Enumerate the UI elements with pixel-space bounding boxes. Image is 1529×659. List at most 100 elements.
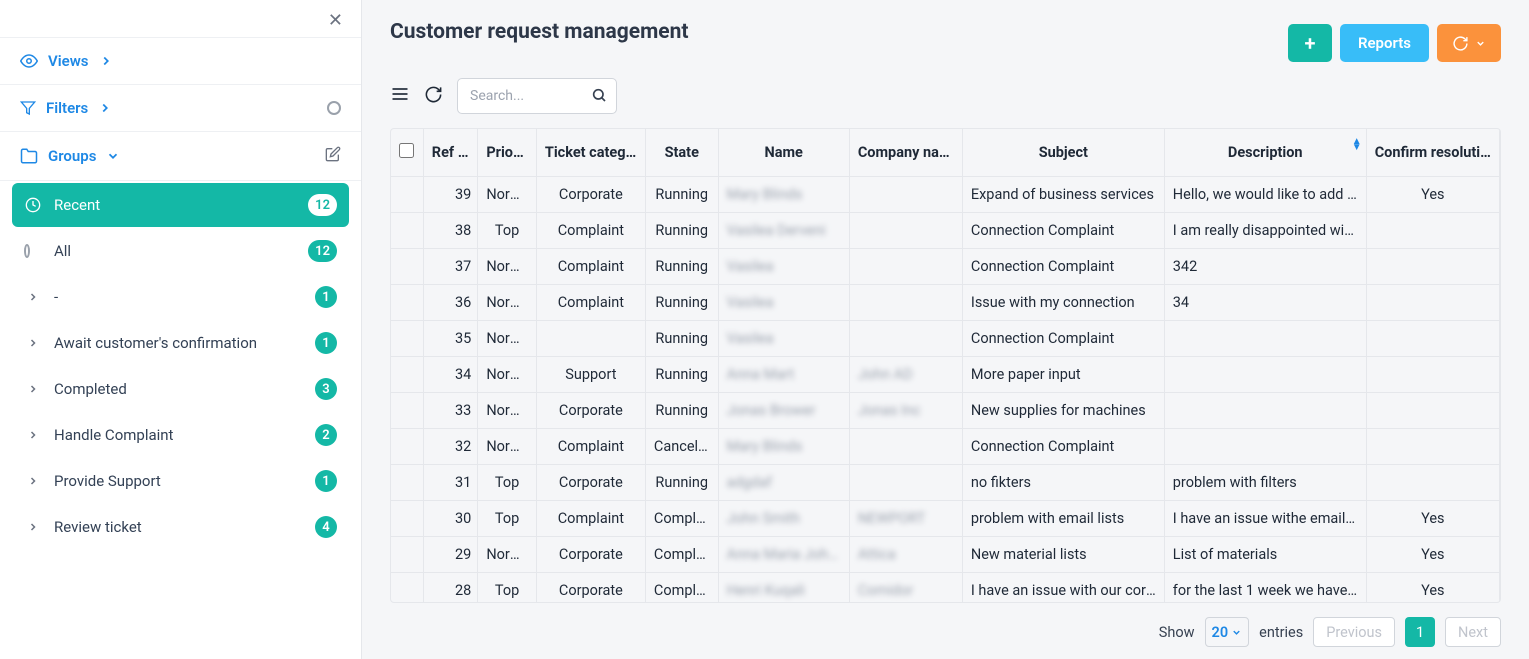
row-check[interactable] — [391, 501, 423, 537]
row-check[interactable] — [391, 321, 423, 357]
filter-icon — [20, 100, 36, 116]
sidebar-groups[interactable]: Groups — [0, 132, 361, 181]
next-button[interactable]: Next — [1445, 617, 1501, 647]
row-check[interactable] — [391, 357, 423, 393]
column-header[interactable]: Priority — [478, 129, 537, 177]
row-check[interactable] — [391, 429, 423, 465]
cell-category: Corporate — [536, 465, 645, 501]
table-row[interactable]: 39NormalCorporateRunningMary BlindsExpan… — [391, 177, 1500, 213]
cell-confirm: Yes — [1366, 501, 1499, 537]
row-check[interactable] — [391, 177, 423, 213]
sidebar-views[interactable]: Views — [0, 38, 361, 85]
cell-category: Corporate — [536, 393, 645, 429]
cell-state: Completed — [645, 501, 718, 537]
cell-category: Complaint — [536, 429, 645, 465]
column-header[interactable]: Company name — [849, 129, 962, 177]
cell-confirm — [1366, 393, 1499, 429]
eye-icon — [20, 52, 38, 70]
cell-company — [849, 213, 962, 249]
column-header[interactable]: State — [645, 129, 718, 177]
cell-confirm — [1366, 429, 1499, 465]
cell-state: Running — [645, 465, 718, 501]
table-row[interactable]: 37NormalComplaintRunningVasileaConnectio… — [391, 249, 1500, 285]
group-item-icon — [24, 337, 42, 349]
cell-ref: 37 — [423, 249, 478, 285]
table-row[interactable]: 35NormalRunningVasileaConnection Complai… — [391, 321, 1500, 357]
table-wrap[interactable]: Ref noPriorityTicket categoryStateNameCo… — [390, 128, 1501, 603]
table-row[interactable]: 36NormalComplaintRunningVasileaIssue wit… — [391, 285, 1500, 321]
table-row[interactable]: 29NormalCorporateCompletedAnna Maria Joh… — [391, 537, 1500, 573]
page-title: Customer request management — [390, 20, 689, 44]
row-check[interactable] — [391, 285, 423, 321]
add-button[interactable]: + — [1288, 24, 1332, 62]
cell-company — [849, 465, 962, 501]
cell-company: Comidor — [849, 573, 962, 604]
chevron-down-icon — [1475, 38, 1486, 49]
cell-subject: Connection Complaint — [962, 321, 1164, 357]
search-icon[interactable] — [591, 87, 607, 107]
cell-state: Running — [645, 285, 718, 321]
cell-name: adgdaf — [718, 465, 849, 501]
row-check[interactable] — [391, 537, 423, 573]
close-icon[interactable]: ✕ — [328, 10, 343, 31]
row-check[interactable] — [391, 249, 423, 285]
cell-ref: 36 — [423, 285, 478, 321]
group-item[interactable]: -1 — [12, 275, 349, 319]
sort-icon[interactable]: ▲▼ — [1352, 139, 1362, 151]
sidebar-filters[interactable]: Filters — [0, 85, 361, 132]
group-item[interactable]: Provide Support1 — [12, 459, 349, 503]
table-row[interactable]: 31TopCorporateRunningadgdafno fikterspro… — [391, 465, 1500, 501]
cell-company — [849, 321, 962, 357]
group-item[interactable]: Completed3 — [12, 367, 349, 411]
table-row[interactable]: 30TopComplaintCompletedJohn SmithNEWPORT… — [391, 501, 1500, 537]
table-row[interactable]: 34NormalSupportRunningAnna MartJohn ADMo… — [391, 357, 1500, 393]
cell-state: Running — [645, 177, 718, 213]
row-check[interactable] — [391, 465, 423, 501]
cell-name: Mary Blinds — [718, 177, 849, 213]
menu-icon[interactable] — [390, 84, 410, 108]
edit-icon[interactable] — [325, 146, 341, 166]
cell-subject: New material lists — [962, 537, 1164, 573]
group-item[interactable]: All12 — [12, 229, 349, 273]
count-badge: 2 — [315, 424, 337, 446]
search-wrap — [457, 78, 617, 114]
group-item[interactable]: Recent12 — [12, 183, 349, 227]
cell-ref: 34 — [423, 357, 478, 393]
reports-button[interactable]: Reports — [1340, 24, 1429, 62]
prev-button[interactable]: Previous — [1313, 617, 1395, 647]
page-size-select[interactable]: 20 — [1205, 617, 1250, 647]
column-header[interactable]: Ticket category — [536, 129, 645, 177]
filter-radio-icon[interactable] — [327, 101, 341, 115]
group-item[interactable]: Review ticket4 — [12, 505, 349, 549]
column-header[interactable]: Name — [718, 129, 849, 177]
cell-category — [536, 321, 645, 357]
row-check[interactable] — [391, 213, 423, 249]
cell-confirm — [1366, 249, 1499, 285]
group-item-label: All — [54, 242, 308, 260]
cell-state: Completed — [645, 573, 718, 604]
select-all-header[interactable] — [391, 129, 423, 177]
table-row[interactable]: 33NormalCorporateRunningJonas BrowerJona… — [391, 393, 1500, 429]
cell-category: Corporate — [536, 537, 645, 573]
group-item[interactable]: Await customer's confirmation1 — [12, 321, 349, 365]
table-row[interactable]: 32NormalComplaintCancelledMary BlindsCon… — [391, 429, 1500, 465]
column-header[interactable]: Ref no — [423, 129, 478, 177]
group-item-label: - — [54, 288, 315, 306]
page-number[interactable]: 1 — [1405, 617, 1435, 647]
entries-label: entries — [1259, 624, 1303, 641]
column-header[interactable]: Confirm resolution — [1366, 129, 1499, 177]
cell-confirm: Yes — [1366, 573, 1499, 604]
sync-button[interactable] — [1437, 24, 1501, 62]
column-header[interactable]: Subject — [962, 129, 1164, 177]
row-check[interactable] — [391, 573, 423, 604]
cell-ref: 30 — [423, 501, 478, 537]
table-row[interactable]: 38TopComplaintRunningVasilea DerveniConn… — [391, 213, 1500, 249]
chevron-right-icon — [98, 101, 112, 115]
table-row[interactable]: 28TopCorporateCompletedHenri KuqaliComid… — [391, 573, 1500, 604]
cell-confirm: Yes — [1366, 537, 1499, 573]
group-item[interactable]: Handle Complaint2 — [12, 413, 349, 457]
column-header[interactable]: Description▲▼ — [1164, 129, 1366, 177]
refresh-icon[interactable] — [424, 85, 443, 108]
row-check[interactable] — [391, 393, 423, 429]
cell-description: List of materials — [1164, 537, 1366, 573]
